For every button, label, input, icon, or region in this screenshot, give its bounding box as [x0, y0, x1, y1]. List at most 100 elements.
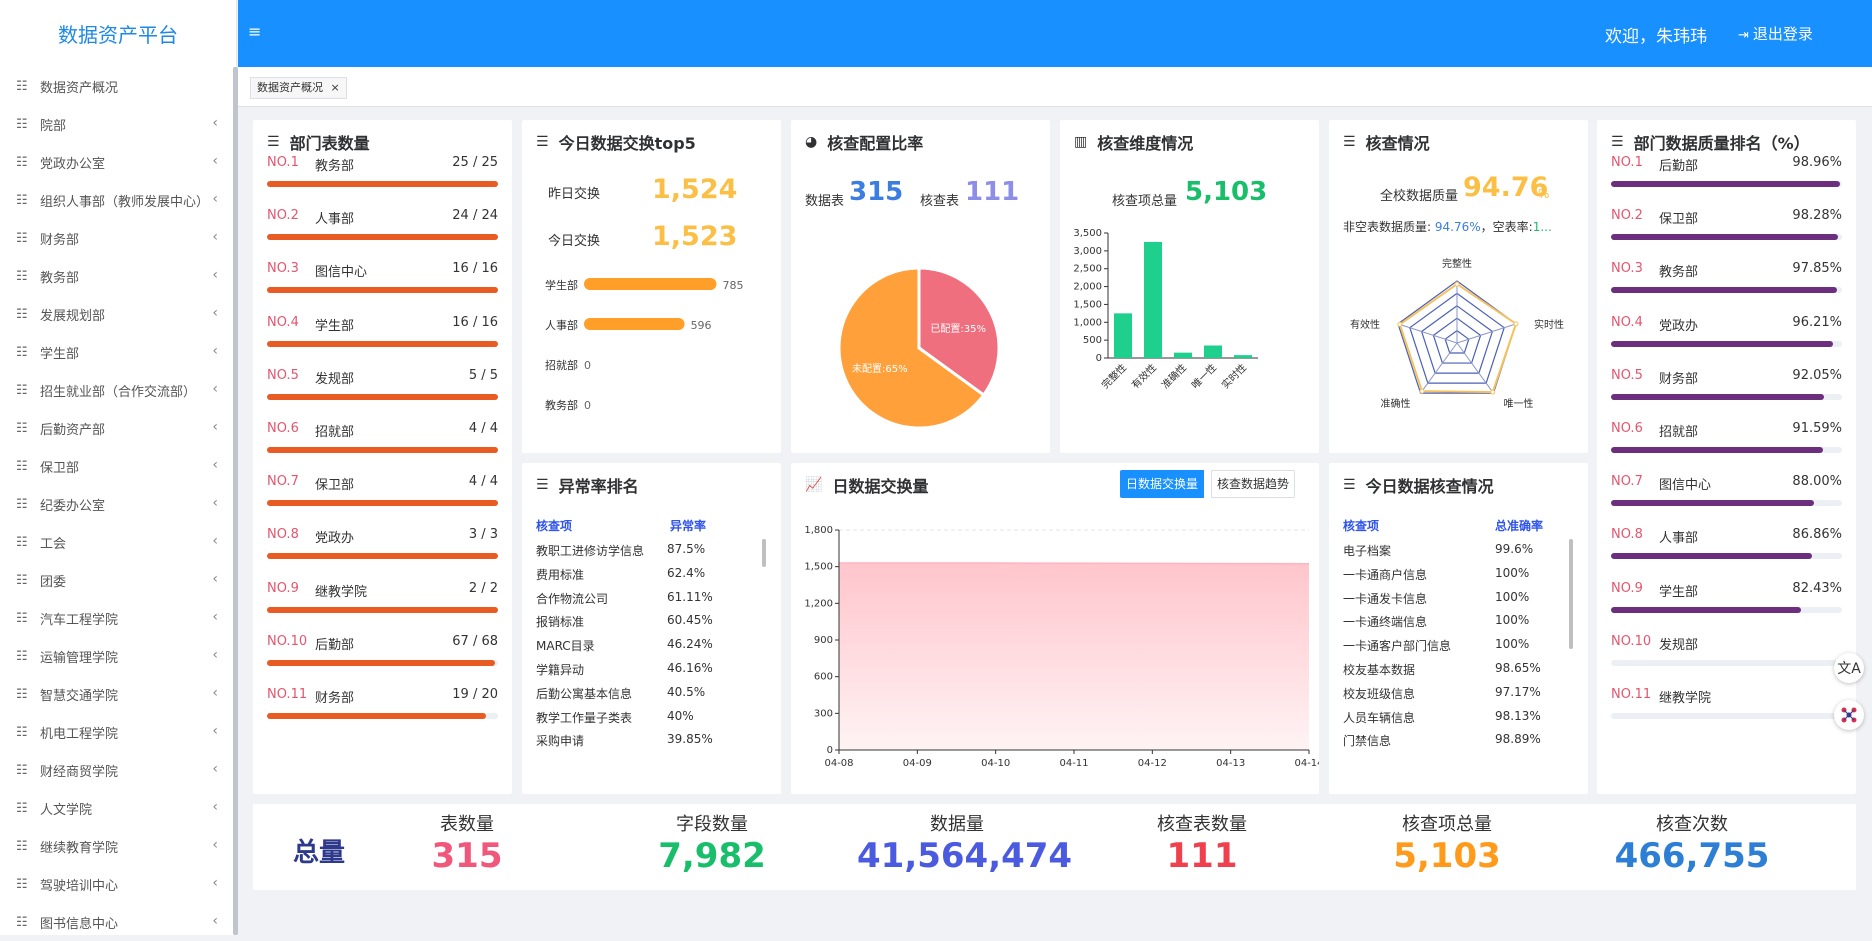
y-tick-label: 1,800	[804, 525, 833, 536]
non-empty-quality: 非空表数据质量: 94.76%，空表率:1...	[1343, 218, 1552, 235]
ai-assistant-icon[interactable]	[1834, 700, 1864, 730]
school-quality-unit: %	[1538, 187, 1550, 201]
rank-no: NO.4	[1611, 314, 1643, 330]
tab-check-trend[interactable]: 核查数据趋势	[1211, 470, 1296, 498]
anomaly-item: 教职工进修访学信息	[536, 544, 645, 558]
sidebar-item[interactable]: ☷ 纪委办公室 ‹	[0, 485, 236, 523]
list-icon: ☷	[16, 572, 28, 588]
tab-bar: 数据资产概况 ×	[238, 67, 1872, 107]
progress-fill	[267, 181, 498, 187]
dept-name: 财务部	[315, 691, 355, 706]
quality-value: 98.96%	[1792, 155, 1842, 170]
list-icon: ☰	[1343, 477, 1356, 493]
anomaly-scrollbar[interactable]	[762, 539, 766, 567]
progress-track	[267, 713, 498, 719]
dept-count: 4 / 4	[468, 421, 498, 436]
list-icon: ☷	[16, 382, 28, 398]
rank-no: NO.3	[1611, 261, 1643, 277]
progress-track	[1611, 447, 1842, 453]
radar-point	[1490, 389, 1496, 395]
today-check-scrollbar[interactable]	[1569, 539, 1573, 649]
tab-daily-exchange[interactable]: 日数据交换量	[1120, 470, 1205, 498]
check-rate: 98.89%	[1495, 732, 1541, 747]
sidebar-item[interactable]: ☷ 汽车工程学院 ‹	[0, 599, 236, 637]
sidebar-item[interactable]: ☷ 智慧交通学院 ‹	[0, 675, 236, 713]
sidebar-item-label: 招生就业部（合作交流部）	[40, 384, 197, 400]
sidebar-item[interactable]: ☷ 保卫部 ‹	[0, 447, 236, 485]
progress-track	[1611, 659, 1842, 666]
sidebar-item[interactable]: ☷ 学生部 ‹	[0, 333, 236, 371]
check-item: 人员车辆信息	[1343, 710, 1416, 725]
dimension-bar	[1114, 313, 1132, 358]
check-rate: 100%	[1495, 589, 1530, 604]
radar-label: 准确性	[1381, 397, 1411, 410]
sidebar-item[interactable]: ☷ 图书信息中心 ‹	[0, 903, 236, 941]
sidebar-item[interactable]: ☷ 教务部 ‹	[0, 257, 236, 295]
tab-overview[interactable]: 数据资产概况 ×	[250, 77, 347, 99]
progress-track	[267, 234, 498, 241]
dept-count: 19 / 20	[452, 687, 498, 702]
progress-track	[267, 393, 498, 400]
list-icon: ☷	[16, 534, 28, 550]
translate-icon[interactable]: 文A	[1834, 653, 1864, 683]
sidebar-item[interactable]: ☷ 团委 ‹	[0, 561, 236, 599]
total-stat: 数据量 41,564,474	[857, 810, 1073, 876]
tab-close-icon[interactable]: ×	[330, 81, 340, 94]
sidebar-item[interactable]: ☷ 数据资产概况	[0, 67, 236, 105]
dept-tables-title: ☰ 部门表数量	[267, 130, 370, 154]
app-title: 数据资产平台	[58, 23, 178, 47]
anomaly-title-text: 异常率排名	[558, 477, 639, 496]
list-icon: ☷	[16, 306, 28, 322]
today-check-title-text: 今日数据核查情况	[1365, 477, 1494, 496]
check-item: 门禁信息	[1343, 734, 1392, 749]
sidebar-item[interactable]: ☷ 组织人事部（教师发展中心） ‹	[0, 181, 236, 219]
sidebar: 数据资产平台 ☷ 数据资产概况 ☷ 院部 ‹ ☷ 党政办公室 ‹ ☷ 组织人事部（教师发展中心） ‹…	[0, 0, 238, 935]
menu-toggle-icon[interactable]: ≡	[248, 22, 262, 41]
chevron-left-icon: ‹	[212, 153, 218, 169]
y-tick-label: 600	[814, 672, 833, 683]
sidebar-item-label: 团委	[40, 574, 67, 590]
anomaly-col-item: 核查项	[536, 519, 573, 533]
dept-name: 学生部	[1659, 584, 1699, 600]
total-check-value: 5,103	[1185, 177, 1268, 207]
sidebar-item[interactable]: ☷ 财经商贸学院 ‹	[0, 751, 236, 789]
dept-name: 财务部	[1659, 371, 1699, 387]
sidebar-item[interactable]: ☷ 机电工程学院 ‹	[0, 713, 236, 751]
sidebar-item[interactable]: ☷ 后勤资产部 ‹	[0, 409, 236, 447]
sidebar-item[interactable]: ☷ 招生就业部（合作交流部） ‹	[0, 371, 236, 409]
progress-track	[1611, 606, 1842, 613]
dept-name: 教务部	[315, 159, 355, 174]
sidebar-item[interactable]: ☷ 工会 ‹	[0, 523, 236, 561]
yesterday-value: 1,524	[652, 174, 738, 205]
list-icon: ☷	[16, 192, 28, 208]
progress-track	[1611, 713, 1842, 719]
progress-track	[267, 500, 498, 507]
quality-value: 86.86%	[1792, 527, 1842, 543]
sidebar-item-label: 数据资产概况	[40, 80, 119, 96]
progress-track	[1611, 553, 1842, 560]
anomaly-title: ☰ 异常率排名	[536, 473, 639, 497]
chevron-left-icon: ‹	[212, 457, 218, 473]
rank-no: NO.10	[267, 633, 308, 649]
chevron-left-icon: ‹	[212, 115, 218, 131]
radar-point	[1397, 321, 1403, 327]
sidebar-item[interactable]: ☷ 继续教育学院 ‹	[0, 827, 236, 865]
sidebar-item[interactable]: ☷ 财务部 ‹	[0, 219, 236, 257]
rank-no: NO.9	[267, 580, 299, 596]
logout-button[interactable]: ⇥ 退出登录	[1738, 23, 1813, 44]
sidebar-item[interactable]: ☷ 运输管理学院 ‹	[0, 637, 236, 675]
sidebar-scrollbar[interactable]	[233, 67, 238, 935]
rank-no: NO.11	[1611, 687, 1652, 702]
sidebar-item[interactable]: ☷ 人文学院 ‹	[0, 789, 236, 827]
quality-row: NO.10 发规部	[1611, 634, 1842, 687]
dept-row: NO.11 财务部 19 / 20	[267, 687, 498, 740]
stat-value: 41,564,474	[857, 836, 1073, 876]
exchange-top5-title-text: 今日数据交换top5	[558, 134, 696, 153]
sidebar-item[interactable]: ☷ 院部 ‹	[0, 105, 236, 143]
radar-grid	[1432, 317, 1482, 364]
sidebar-item[interactable]: ☷ 发展规划部 ‹	[0, 295, 236, 333]
sidebar-item[interactable]: ☷ 党政办公室 ‹	[0, 143, 236, 181]
sidebar-item[interactable]: ☷ 驾驶培训中心 ‹	[0, 865, 236, 903]
config-ratio-card: ◕ 核查配置比率 数据表 315 核查表 111 已配置:35% 未配置:65%	[791, 120, 1050, 453]
